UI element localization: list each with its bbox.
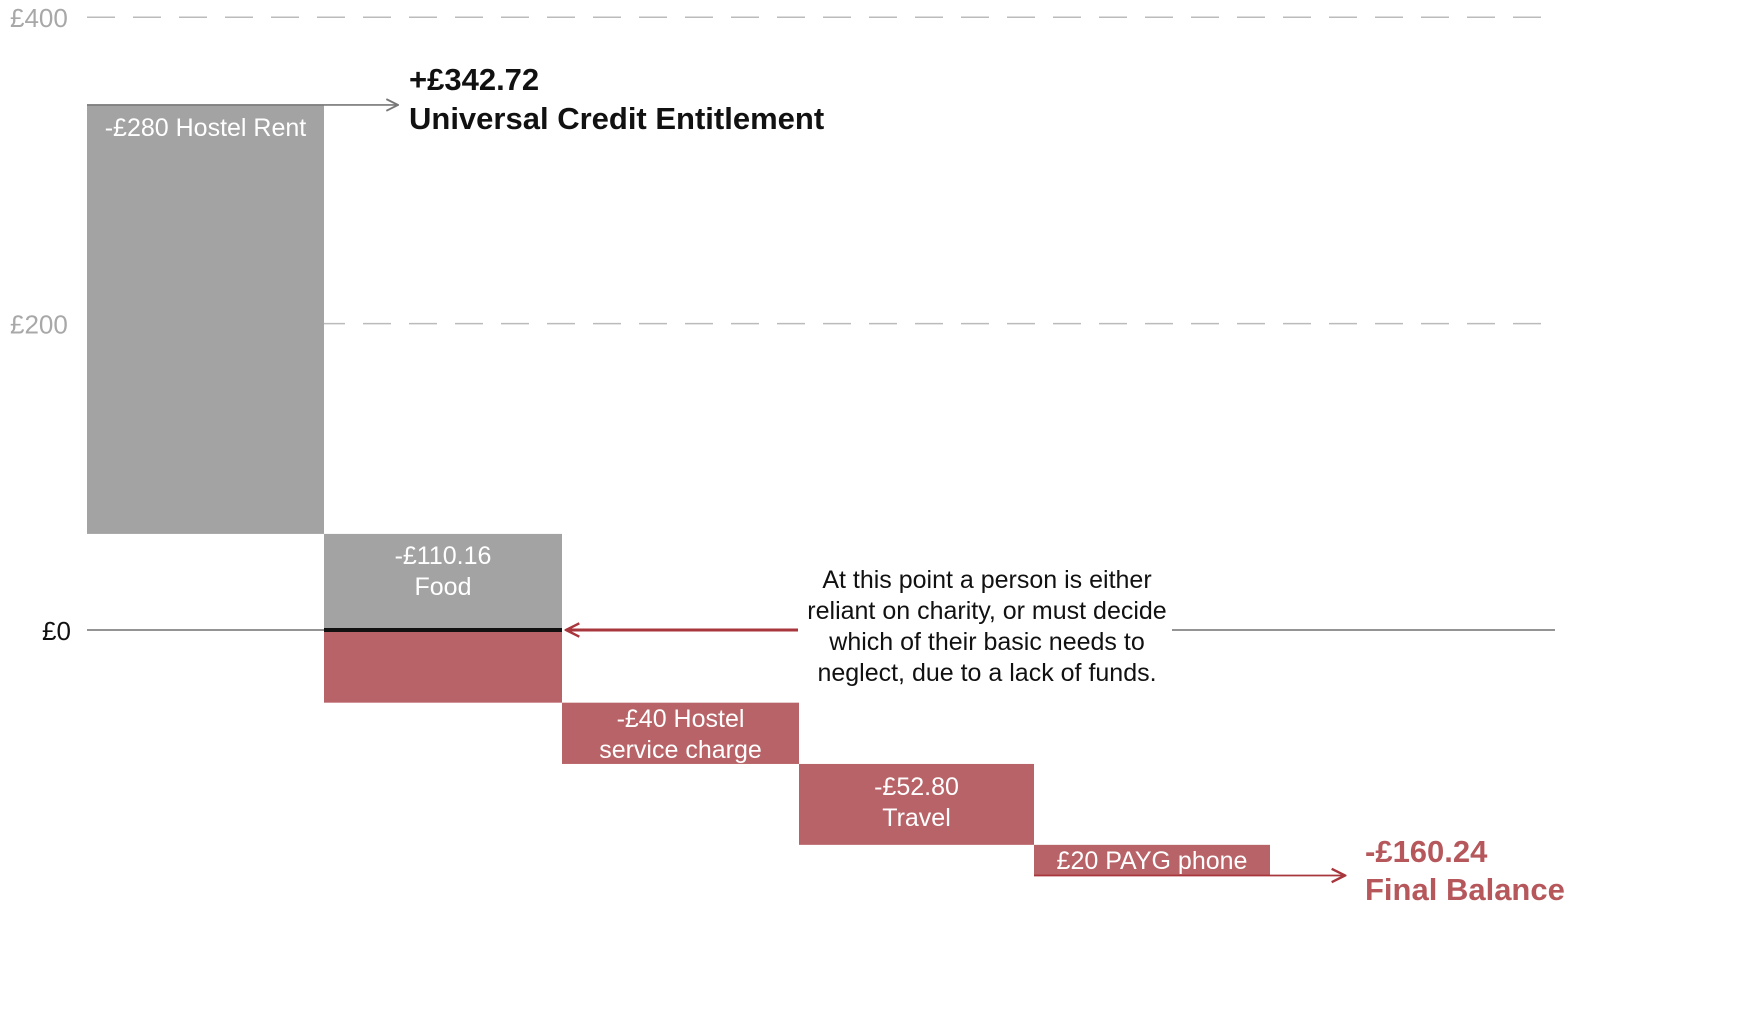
bar-1-positive [324, 533, 562, 630]
bar-label-2-0: -£40 Hostel [617, 705, 745, 733]
bar-label-2-1: service charge [599, 736, 762, 764]
final-balance-amount: -£160.24 [1365, 834, 1488, 869]
bar-3-negative [799, 763, 1034, 845]
y-tick-0: £0 [42, 616, 71, 646]
final-balance-label: Final Balance [1365, 872, 1565, 907]
bar-label-1-1: Food [415, 573, 472, 601]
bar-2-negative [562, 702, 799, 764]
annotation-note: At this point a person is either reliant … [807, 566, 1166, 687]
annotation-line-0: At this point a person is either [822, 566, 1151, 594]
bar-label-4-0: £20 PAYG phone [1057, 847, 1248, 875]
annotation-line-2: which of their basic needs to [828, 628, 1144, 656]
bar-4-negative [1034, 844, 1270, 876]
bar-label-0-0: -£280 Hostel Rent [105, 114, 307, 142]
bar-1-negative [324, 630, 562, 703]
bar-labels: -£280 Hostel Rent -£110.16 Food -£40 Hostel… [105, 114, 1248, 875]
bars [87, 104, 1270, 876]
arrows [87, 105, 1345, 876]
y-tick-200: £200 [10, 310, 68, 340]
y-tick-400: £400 [10, 3, 68, 33]
entitlement-amount: +£342.72 [409, 62, 539, 97]
annotation-line-3: neglect, due to a lack of funds. [817, 659, 1156, 687]
annotation-line-1: reliant on charity, or must decide [807, 597, 1166, 625]
bar-label-1-0: -£110.16 [395, 542, 492, 570]
bar-label-3-0: -£52.80 [874, 773, 959, 801]
bar-label-3-1: Travel [882, 804, 951, 832]
entitlement-label: Universal Credit Entitlement [409, 101, 824, 136]
bar-0-positive [87, 104, 324, 534]
